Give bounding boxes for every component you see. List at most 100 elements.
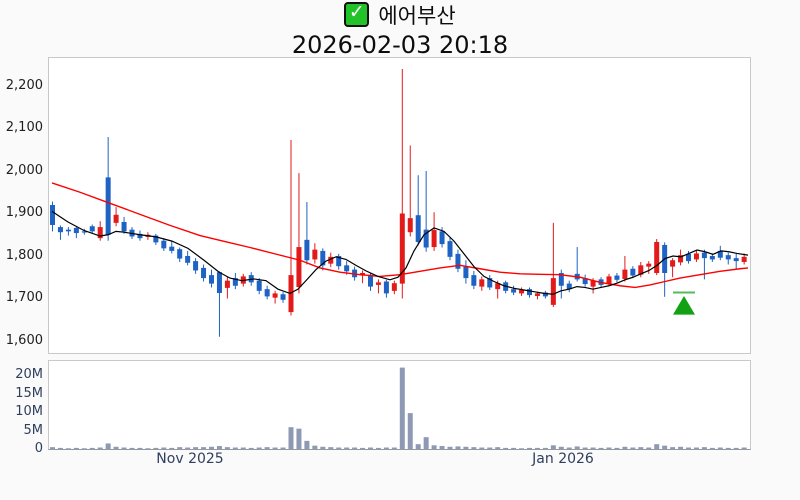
x-axis-label-nov: Nov 2025 bbox=[156, 451, 224, 467]
candle-body bbox=[272, 293, 278, 298]
stock-name: 에어부산 bbox=[378, 4, 456, 28]
candle-body bbox=[264, 289, 270, 297]
price-tick-label: 2,100 bbox=[5, 120, 43, 135]
candle-body bbox=[550, 278, 556, 305]
candle-body bbox=[73, 227, 79, 234]
volume-bar bbox=[717, 447, 723, 449]
volume-tick-label: 15M bbox=[15, 386, 43, 401]
ma-slow-line bbox=[51, 182, 749, 289]
candle-body bbox=[57, 227, 63, 233]
volume-bar bbox=[399, 367, 405, 449]
price-tick-label: 2,000 bbox=[5, 163, 43, 178]
volume-bar bbox=[89, 447, 95, 449]
volume-bar bbox=[296, 428, 302, 449]
candle-body bbox=[161, 240, 167, 249]
price-tick-label: 1,900 bbox=[5, 205, 43, 220]
volume-bar bbox=[65, 448, 71, 450]
candle-body bbox=[670, 260, 676, 267]
candle-body bbox=[701, 252, 707, 259]
volume-bar bbox=[582, 447, 588, 449]
volume-bar bbox=[224, 447, 230, 449]
volume-bar bbox=[383, 447, 389, 449]
title-line: ✓ 에어부산 bbox=[0, 1, 800, 30]
volume-bar bbox=[360, 447, 366, 449]
volume-tick-label: 20M bbox=[15, 367, 43, 382]
candle-body bbox=[105, 177, 111, 235]
candle-body bbox=[693, 253, 699, 260]
volume-bar bbox=[391, 447, 397, 449]
candle-body bbox=[463, 266, 469, 279]
candle-body bbox=[336, 256, 342, 267]
volume-bar bbox=[487, 447, 493, 449]
volume-bar bbox=[598, 447, 604, 449]
candle-body bbox=[280, 294, 286, 300]
volume-bar bbox=[280, 447, 286, 449]
volume-bar bbox=[240, 447, 246, 449]
volume-bar bbox=[733, 447, 739, 449]
volume-bar bbox=[678, 446, 684, 449]
volume-bar bbox=[272, 447, 278, 449]
volume-bar bbox=[566, 447, 572, 449]
candle-body bbox=[415, 215, 421, 242]
volume-bar bbox=[105, 443, 111, 449]
candle-body bbox=[177, 249, 183, 259]
volume-bar bbox=[368, 447, 373, 449]
volume-bar bbox=[153, 447, 159, 449]
candle-body bbox=[566, 283, 572, 290]
volume-bar bbox=[662, 445, 668, 449]
volume-bar bbox=[622, 446, 628, 449]
volume-bar bbox=[630, 447, 636, 449]
chart-canvas bbox=[50, 69, 749, 450]
candle-body bbox=[622, 269, 628, 279]
volume-bar bbox=[113, 446, 119, 449]
candle-body bbox=[519, 290, 525, 294]
volume-bar bbox=[264, 447, 270, 449]
volume-bar bbox=[431, 445, 437, 449]
candle-body bbox=[375, 282, 381, 285]
volume-bar bbox=[248, 447, 254, 449]
volume-bar bbox=[145, 448, 151, 450]
candle-body bbox=[304, 239, 310, 261]
candle-body bbox=[471, 275, 477, 286]
volume-chart-panel bbox=[48, 360, 751, 450]
candle-body bbox=[153, 235, 159, 243]
volume-tick-label: 10M bbox=[15, 404, 43, 419]
ma-fast-line bbox=[51, 210, 749, 295]
candle-body bbox=[725, 255, 731, 260]
volume-bar bbox=[161, 447, 167, 449]
checkbox-checked-icon: ✓ bbox=[344, 1, 370, 27]
candle-body bbox=[495, 283, 501, 290]
volume-tick-label: 5M bbox=[23, 423, 44, 438]
volume-bar bbox=[479, 447, 485, 449]
volume-bar bbox=[550, 445, 556, 449]
candle-body bbox=[50, 205, 55, 225]
candle-body bbox=[89, 226, 95, 232]
volume-bar bbox=[375, 447, 381, 449]
volume-bar bbox=[686, 447, 691, 449]
candle-body bbox=[201, 267, 207, 279]
chart-datetime: 2026-02-03 20:18 bbox=[291, 31, 509, 59]
volume-bar bbox=[185, 447, 191, 449]
volume-bar bbox=[646, 447, 652, 449]
volume-bar bbox=[57, 447, 63, 449]
volume-bar bbox=[638, 447, 644, 449]
volume-bar bbox=[455, 446, 461, 449]
volume-bar bbox=[534, 447, 540, 449]
volume-tick-label: 0 bbox=[34, 441, 43, 456]
candle-body bbox=[678, 255, 684, 263]
volume-bar bbox=[177, 447, 183, 449]
volume-bar bbox=[209, 446, 214, 449]
volume-bar bbox=[606, 447, 612, 449]
volume-bar bbox=[97, 447, 103, 449]
candle-body bbox=[654, 241, 660, 273]
volume-bar bbox=[256, 447, 262, 449]
volume-bar bbox=[137, 447, 143, 449]
candle-body bbox=[296, 247, 302, 288]
candle-body bbox=[383, 281, 389, 294]
volume-bar bbox=[169, 447, 175, 449]
candle-body bbox=[709, 256, 715, 260]
candle-body bbox=[97, 227, 103, 239]
candle-body bbox=[646, 263, 652, 267]
volume-bar bbox=[495, 447, 501, 449]
volume-bar bbox=[709, 447, 715, 449]
